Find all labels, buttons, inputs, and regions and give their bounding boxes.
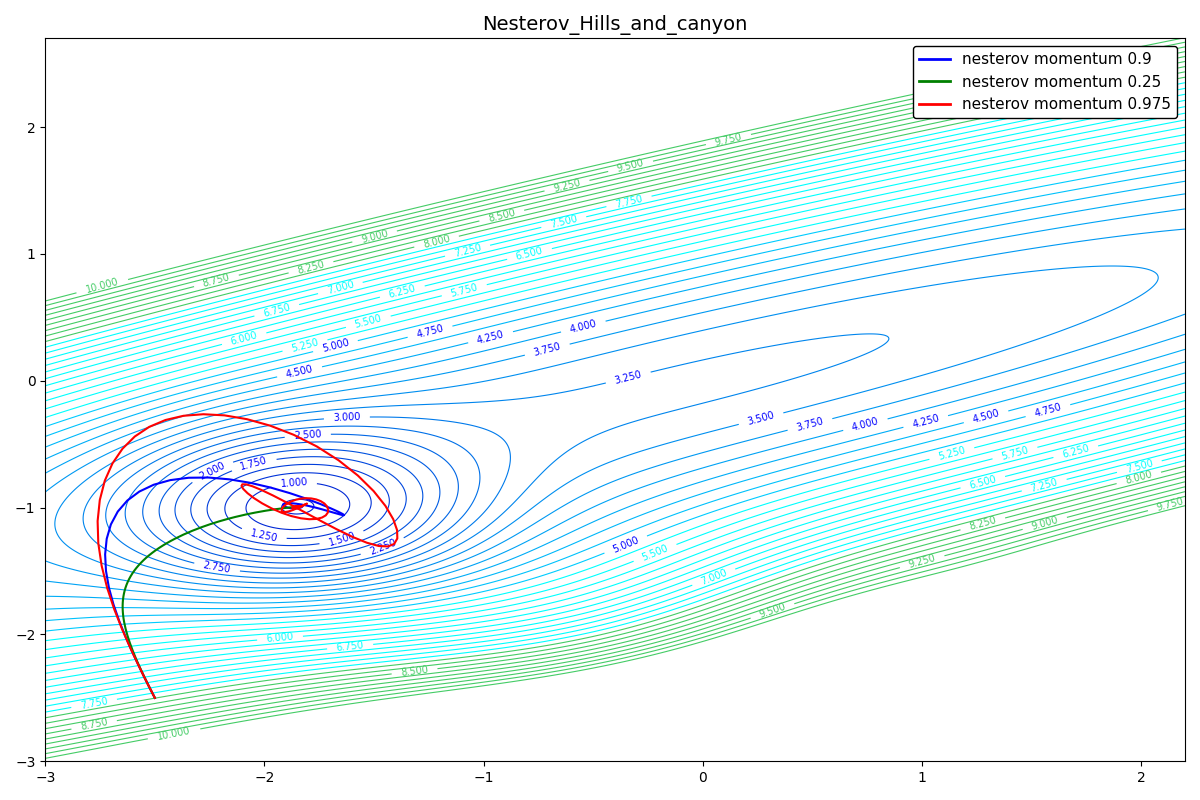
Text: 5.500: 5.500 bbox=[354, 314, 383, 330]
Text: 9.250: 9.250 bbox=[552, 178, 582, 194]
Text: 7.500: 7.500 bbox=[1124, 458, 1154, 475]
Text: 2.750: 2.750 bbox=[203, 561, 232, 575]
Text: 8.000: 8.000 bbox=[1124, 470, 1153, 486]
Text: 8.000: 8.000 bbox=[422, 234, 451, 250]
Text: 8.750: 8.750 bbox=[79, 718, 109, 733]
Text: 4.250: 4.250 bbox=[911, 413, 941, 430]
Text: 8.250: 8.250 bbox=[968, 515, 997, 533]
Text: 3.000: 3.000 bbox=[332, 412, 361, 423]
Text: 1.250: 1.250 bbox=[250, 528, 278, 543]
Text: 5.000: 5.000 bbox=[320, 338, 350, 354]
Text: 2.250: 2.250 bbox=[368, 538, 397, 557]
Text: 6.500: 6.500 bbox=[515, 246, 544, 262]
Text: 9.000: 9.000 bbox=[360, 228, 389, 245]
Text: 4.250: 4.250 bbox=[476, 329, 505, 346]
Text: 7.000: 7.000 bbox=[325, 280, 355, 296]
Text: 1.000: 1.000 bbox=[280, 477, 308, 489]
Text: 3.500: 3.500 bbox=[746, 410, 775, 427]
Text: 3.250: 3.250 bbox=[613, 370, 643, 386]
Text: 1.500: 1.500 bbox=[328, 530, 356, 548]
Text: 9.750: 9.750 bbox=[714, 131, 743, 147]
Text: 7.250: 7.250 bbox=[452, 242, 482, 259]
Text: 5.750: 5.750 bbox=[1000, 445, 1030, 462]
Text: 9.750: 9.750 bbox=[1156, 497, 1186, 514]
Text: 7.250: 7.250 bbox=[1030, 477, 1058, 494]
Text: 3.750: 3.750 bbox=[796, 416, 824, 433]
Text: 10.000: 10.000 bbox=[156, 726, 192, 742]
Text: 4.500: 4.500 bbox=[286, 364, 314, 380]
Text: 6.500: 6.500 bbox=[968, 474, 997, 490]
Text: 9.000: 9.000 bbox=[1030, 514, 1060, 532]
Text: 4.000: 4.000 bbox=[851, 416, 880, 433]
Text: 7.750: 7.750 bbox=[614, 194, 643, 210]
Text: 4.750: 4.750 bbox=[415, 323, 445, 340]
Text: 10.000: 10.000 bbox=[85, 277, 120, 295]
Text: 6.000: 6.000 bbox=[229, 330, 259, 347]
Text: 5.250: 5.250 bbox=[937, 445, 966, 462]
Text: 7.750: 7.750 bbox=[79, 696, 109, 711]
Text: 3.750: 3.750 bbox=[533, 342, 562, 358]
Text: 7.500: 7.500 bbox=[550, 214, 578, 230]
Text: 6.750: 6.750 bbox=[336, 640, 365, 653]
Text: 5.000: 5.000 bbox=[611, 534, 641, 554]
Text: 4.000: 4.000 bbox=[569, 318, 598, 334]
Text: 7.000: 7.000 bbox=[700, 567, 728, 587]
Text: 6.250: 6.250 bbox=[1061, 443, 1091, 460]
Text: 4.500: 4.500 bbox=[972, 408, 1001, 426]
Text: 4.750: 4.750 bbox=[1033, 402, 1063, 419]
Text: 9.500: 9.500 bbox=[757, 602, 787, 620]
Text: 8.750: 8.750 bbox=[202, 273, 232, 290]
Legend: nesterov momentum 0.9, nesterov momentum 0.25, nesterov momentum 0.975: nesterov momentum 0.9, nesterov momentum… bbox=[913, 46, 1177, 118]
Title: Nesterov_Hills_and_canyon: Nesterov_Hills_and_canyon bbox=[482, 15, 748, 35]
Text: 8.500: 8.500 bbox=[401, 665, 428, 678]
Text: 2.500: 2.500 bbox=[294, 429, 322, 441]
Text: 9.500: 9.500 bbox=[616, 158, 646, 174]
Text: 6.750: 6.750 bbox=[262, 302, 292, 318]
Text: 5.250: 5.250 bbox=[290, 337, 319, 354]
Text: 6.250: 6.250 bbox=[388, 283, 418, 300]
Text: 9.250: 9.250 bbox=[907, 553, 937, 570]
Text: 8.250: 8.250 bbox=[296, 259, 325, 276]
Text: 6.000: 6.000 bbox=[266, 632, 294, 644]
Text: 5.500: 5.500 bbox=[641, 543, 670, 562]
Text: 2.000: 2.000 bbox=[197, 460, 227, 482]
Text: 8.500: 8.500 bbox=[487, 207, 516, 224]
Text: 5.750: 5.750 bbox=[450, 282, 479, 298]
Text: 1.750: 1.750 bbox=[239, 455, 269, 472]
